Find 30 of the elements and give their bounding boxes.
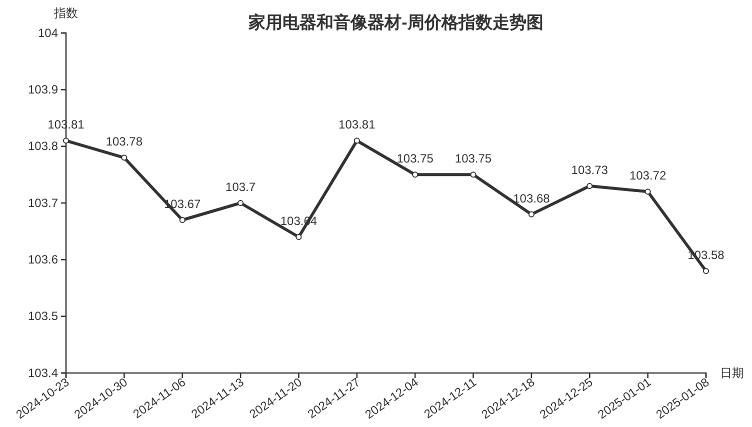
y-tick-label: 103.5	[28, 309, 58, 324]
y-tick-label: 103.6	[28, 252, 58, 267]
data-label: 103.73	[571, 163, 608, 177]
chart-title: 家用电器和音像器材-周价格指数走势图	[248, 13, 544, 32]
data-label: 103.75	[454, 152, 492, 166]
point	[702, 268, 710, 274]
y-tick-label: 103.8	[28, 139, 58, 154]
data-label: 103.78	[106, 134, 143, 149]
point	[62, 138, 70, 144]
y-tick-label: 103.9	[28, 82, 58, 97]
point	[296, 234, 302, 240]
point	[354, 138, 360, 144]
data-label: 103.7	[226, 180, 256, 194]
y-tick-label: 104	[38, 26, 58, 40]
point	[586, 182, 593, 190]
data-label: 103.72	[629, 168, 666, 183]
data-label: 103.68	[513, 191, 550, 206]
data-label: 103.81	[338, 118, 376, 132]
point	[121, 154, 128, 161]
point	[412, 172, 418, 178]
x-axis-title: 日期	[720, 366, 744, 380]
point	[528, 211, 534, 218]
point	[644, 188, 651, 195]
y-axis-title: 指数	[53, 6, 78, 20]
data-label: 103.75	[396, 152, 434, 166]
y-tick-label: 103.4	[28, 366, 58, 380]
point	[179, 216, 186, 224]
point	[470, 172, 476, 178]
point	[238, 200, 244, 206]
y-tick-label: 103.7	[28, 196, 58, 210]
